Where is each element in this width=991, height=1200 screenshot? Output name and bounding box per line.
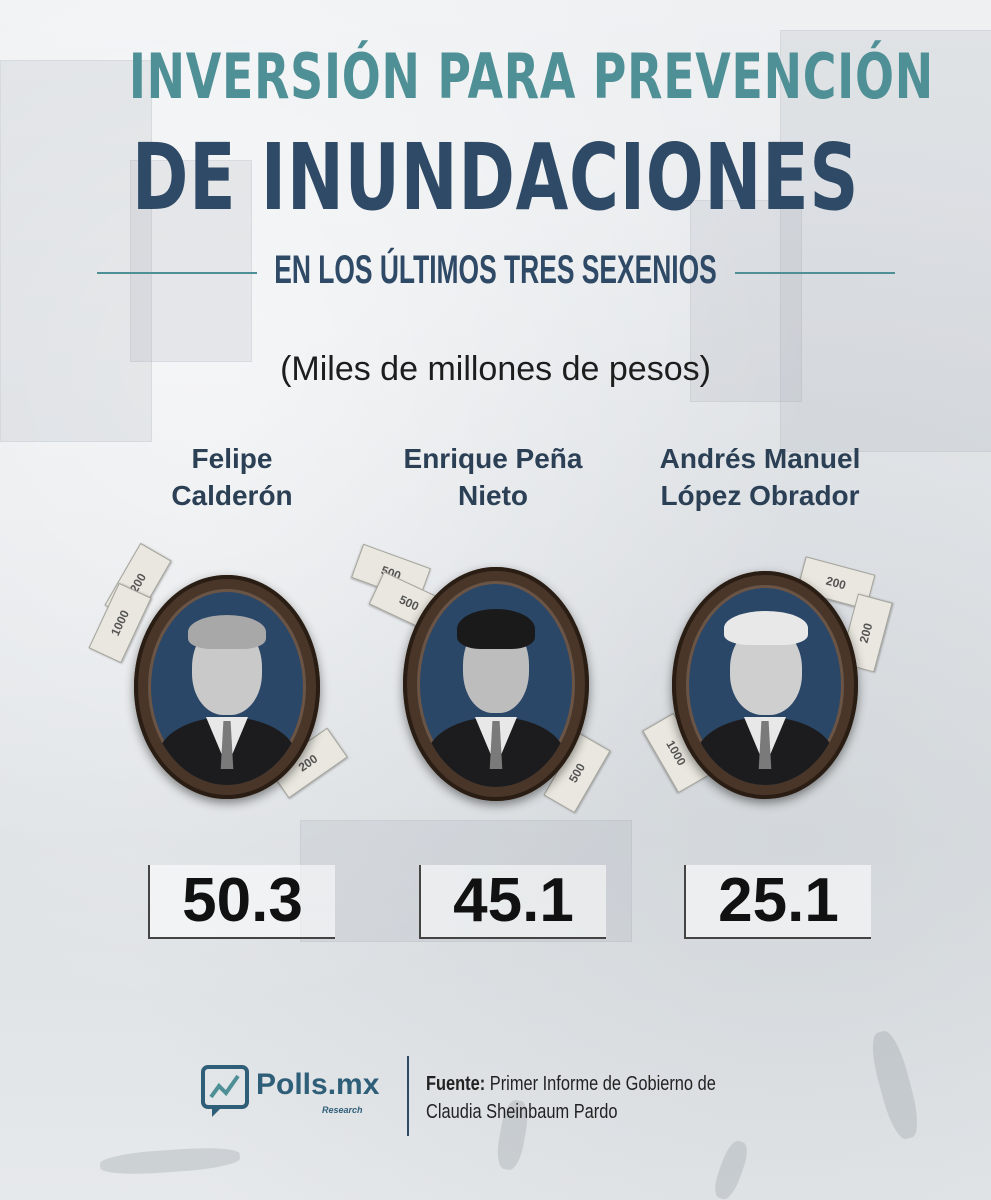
portrait-lopez-obrador — [686, 585, 844, 785]
portrait-frame-wrap: 500 500 500 — [343, 535, 643, 835]
person-column-calderon: Felipe Calderón 200 1000 200 50.3 — [82, 440, 382, 939]
value-calderon: 50.3 — [182, 866, 303, 935]
subtitle: EN LOS ÚLTIMOS TRES SEXENIOS — [274, 248, 717, 292]
portrait-calderon — [148, 589, 306, 785]
source-text: Primer Informe de Gobierno de Claudia Sh… — [426, 1073, 716, 1123]
oval-frame — [134, 575, 320, 799]
logo-name: Polls.mx — [256, 1068, 380, 1101]
subtitle-rule-left — [97, 272, 257, 274]
person-name: Felipe Calderón — [171, 443, 293, 511]
logo-tagline: Research — [322, 1105, 363, 1115]
subtitle-rule-right — [735, 272, 895, 274]
source-label: Fuente: — [426, 1073, 486, 1095]
value-lopez-obrador: 25.1 — [718, 866, 839, 935]
portrait-pena-nieto — [417, 581, 575, 787]
person-column-pena-nieto: Enrique Peña Nieto 500 500 500 45.1 — [343, 440, 643, 939]
portrait-frame-wrap: 200 1000 200 — [82, 535, 382, 835]
oval-frame — [672, 571, 858, 799]
units-label: (Miles de millones de pesos) — [280, 350, 711, 388]
oval-frame — [403, 567, 589, 801]
polls-logo-icon — [201, 1065, 249, 1117]
title-line-2: DE INUNDACIONES — [131, 124, 860, 231]
person-column-lopez-obrador: Andrés Manuel López Obrador 200 200 1000… — [610, 440, 910, 939]
subtitle-row: EN LOS ÚLTIMOS TRES SEXENIOS — [0, 248, 991, 298]
value-pena-nieto: 45.1 — [453, 866, 574, 935]
source-note: Fuente: Primer Informe de Gobierno de Cl… — [426, 1070, 754, 1126]
person-name: Andrés Manuel López Obrador — [659, 443, 861, 511]
person-name: Enrique Peña Nieto — [403, 443, 583, 511]
portrait-frame-wrap: 200 200 1000 — [610, 535, 910, 835]
footer-divider — [407, 1056, 409, 1136]
value-box: 45.1 — [419, 865, 606, 939]
value-box: 25.1 — [684, 865, 871, 939]
title-line-1: INVERSIÓN PARA PREVENCIÓN — [128, 40, 934, 113]
value-box: 50.3 — [148, 865, 335, 939]
